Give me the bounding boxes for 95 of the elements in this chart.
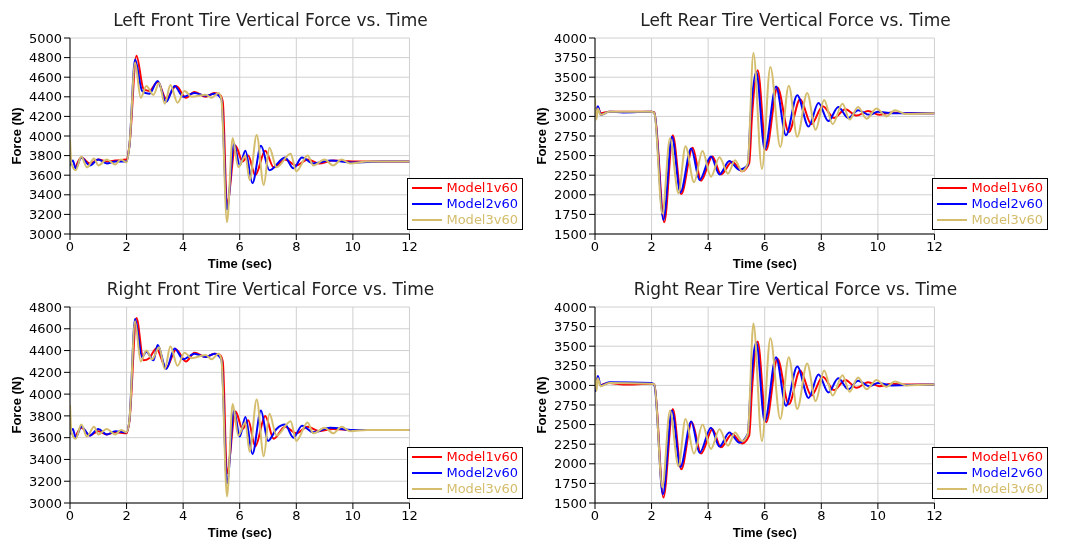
x-tick-label: 4 (704, 508, 713, 524)
legend-label: Model2v60 (446, 196, 518, 212)
x-tick-label: 6 (760, 508, 769, 524)
y-tick-label: 3600 (28, 167, 62, 183)
chart-title: Right Front Tire Vertical Force vs. Time (105, 278, 436, 301)
y-tick-label: 3250 (553, 89, 587, 105)
x-tick-label: 4 (179, 508, 188, 524)
y-tick-label: 2500 (553, 148, 587, 164)
y-tick-label: 4600 (28, 321, 62, 337)
y-tick-label: 4000 (28, 128, 62, 144)
y-tick-label: 3750 (553, 50, 587, 66)
y-axis-title: Force (N) (8, 107, 24, 165)
x-tick-label: 2 (647, 508, 656, 524)
x-tick-label: 12 (401, 508, 418, 524)
legend-label: Model3v60 (446, 212, 518, 228)
y-tick-label: 4800 (28, 299, 62, 315)
chart-title: Left Rear Tire Vertical Force vs. Time (639, 9, 952, 32)
y-tick-label: 4200 (28, 364, 62, 380)
y-tick-label: 2750 (553, 128, 587, 144)
x-tick-label: 6 (235, 239, 244, 255)
legend-label: Model1v60 (971, 449, 1043, 465)
y-tick-label: 5000 (28, 30, 62, 46)
legend-label: Model3v60 (446, 481, 518, 497)
x-tick-label: 2 (122, 508, 131, 524)
x-tick-label: 2 (647, 239, 656, 255)
y-tick-label: 1500 (553, 495, 587, 511)
x-tick-label: 12 (926, 239, 943, 255)
x-tick-label: 8 (292, 239, 301, 255)
legend-label: Model3v60 (971, 212, 1043, 228)
y-tick-label: 3750 (553, 319, 587, 335)
chart-title: Left Front Tire Vertical Force vs. Time (112, 9, 429, 32)
y-tick-label: 1750 (553, 207, 587, 223)
y-tick-label: 3800 (28, 408, 62, 424)
x-tick-label: 0 (590, 239, 600, 255)
x-tick-label: 8 (292, 508, 301, 524)
y-tick-label: 3400 (28, 187, 62, 203)
y-tick-label: 3800 (28, 148, 62, 164)
x-tick-label: 6 (235, 508, 244, 524)
y-tick-label: 3250 (553, 358, 587, 374)
x-tick-label: 6 (760, 239, 769, 255)
x-tick-label: 2 (122, 239, 131, 255)
y-tick-label: 3000 (553, 378, 587, 394)
y-tick-label: 2000 (553, 187, 587, 203)
legend-label: Model2v60 (446, 465, 518, 481)
x-tick-label: 10 (344, 239, 362, 255)
y-tick-label: 2250 (553, 167, 587, 183)
legend-label: Model2v60 (971, 196, 1043, 212)
legend-label: Model2v60 (971, 465, 1043, 481)
x-axis-title: Time (sec) (732, 525, 797, 540)
y-tick-label: 4000 (28, 386, 62, 402)
y-axis-title: Force (N) (533, 376, 549, 434)
x-tick-label: 10 (344, 508, 362, 524)
y-tick-label: 3500 (553, 338, 587, 354)
x-tick-label: 10 (869, 239, 887, 255)
y-tick-label: 1750 (553, 476, 587, 492)
x-tick-label: 8 (817, 239, 826, 255)
y-tick-label: 3600 (28, 430, 62, 446)
x-tick-label: 10 (869, 508, 887, 524)
x-tick-label: 12 (401, 239, 418, 255)
legend-label: Model3v60 (971, 481, 1043, 497)
y-tick-label: 3500 (553, 69, 587, 85)
x-tick-label: 12 (926, 508, 943, 524)
y-tick-label: 4400 (28, 343, 62, 359)
x-axis-title: Time (sec) (207, 525, 272, 540)
y-tick-label: 3200 (28, 207, 62, 223)
legend-label: Model1v60 (971, 180, 1043, 196)
y-tick-label: 2000 (553, 456, 587, 472)
x-tick-label: 4 (704, 239, 713, 255)
legend-label: Model1v60 (446, 180, 518, 196)
y-tick-label: 3200 (28, 473, 62, 489)
y-axis-title: Force (N) (8, 376, 24, 434)
legend-label: Model1v60 (446, 449, 518, 465)
y-tick-label: 4600 (28, 69, 62, 85)
y-tick-label: 3000 (553, 109, 587, 125)
y-tick-label: 2750 (553, 397, 587, 413)
y-tick-label: 2500 (553, 417, 587, 433)
y-tick-label: 4400 (28, 89, 62, 105)
x-tick-label: 0 (65, 239, 75, 255)
y-tick-label: 4000 (553, 30, 587, 46)
y-tick-label: 1500 (553, 226, 587, 242)
y-tick-label: 4000 (553, 299, 587, 315)
x-axis-title: Time (sec) (207, 256, 272, 271)
x-tick-label: 8 (817, 508, 826, 524)
y-tick-label: 3400 (28, 452, 62, 468)
chart-title: Right Rear Tire Vertical Force vs. Time (632, 278, 959, 301)
y-tick-label: 3000 (28, 226, 62, 242)
y-tick-label: 3000 (28, 495, 62, 511)
x-tick-label: 0 (590, 508, 600, 524)
y-tick-label: 4200 (28, 109, 62, 125)
x-tick-label: 4 (179, 239, 188, 255)
y-axis-title: Force (N) (533, 107, 549, 165)
y-tick-label: 4800 (28, 50, 62, 66)
x-tick-label: 0 (65, 508, 75, 524)
x-axis-title: Time (sec) (732, 256, 797, 271)
y-tick-label: 2250 (553, 436, 587, 452)
